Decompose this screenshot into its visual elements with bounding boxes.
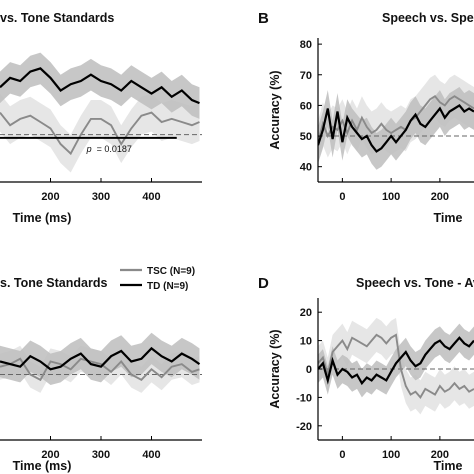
x-tick-label: 0 [339, 449, 345, 461]
x-tick-label: 400 [142, 449, 160, 461]
chart-title: s. Tone Standards [0, 276, 107, 290]
x-axis-label: Time [434, 459, 463, 473]
confidence-band [318, 87, 474, 170]
x-tick-label: 200 [431, 191, 449, 203]
series-line [0, 111, 200, 156]
p-symbol: p [86, 144, 92, 154]
chart-panel-1: p = 0.0187 200 300 400 Time (ms) vs. Tone Stan… [0, 11, 202, 225]
legend-entry: TD (N=9) [147, 281, 188, 292]
x-axis-label: Time [434, 211, 463, 225]
panel-letter: B [258, 10, 269, 27]
chart-title: vs. Tone Standards [0, 11, 114, 25]
series-line [318, 333, 474, 400]
x-tick-label: 200 [41, 191, 59, 203]
y-tick-label: 40 [300, 162, 312, 174]
plot-area [318, 317, 474, 415]
chart-panel-4: 0 100 200 -20 -10 0 10 20 Accuracy (%) Time Speech… [258, 275, 474, 473]
y-tick-label: 10 [300, 336, 312, 348]
confidence-band [318, 317, 474, 415]
x-axis-label: Time (ms) [13, 211, 72, 225]
chart-panel-2: 0 100 200 40 50 60 70 80 Accuracy (%) Time Speech … [258, 10, 474, 225]
legend-entry: TSC (N=9) [147, 266, 195, 277]
y-axis-label: Accuracy (%) [268, 70, 282, 149]
series-line [0, 67, 200, 105]
legend: TSC (N=9) TD (N=9) [120, 266, 195, 292]
series-line [0, 346, 201, 371]
p-value-label: p = 0.0187 [86, 144, 132, 154]
x-tick-label: 300 [92, 449, 110, 461]
y-tick-label: 80 [300, 39, 312, 51]
y-tick-label: 70 [300, 70, 312, 82]
plot-area [0, 52, 202, 173]
chart-panel-3: 200 300 400 Time (ms) s. Tone Standards TSC (… [0, 266, 202, 473]
y-tick-label: 50 [300, 131, 312, 143]
chart-title: Speech vs. Spe [382, 11, 474, 25]
y-tick-label: 60 [300, 100, 312, 112]
x-tick-label: 200 [431, 449, 449, 461]
x-axis-label: Time (ms) [13, 459, 72, 473]
x-tick-label: 200 [41, 449, 59, 461]
x-tick-label: 100 [382, 449, 400, 461]
plot-area [318, 74, 474, 170]
p-value: = 0.0187 [97, 144, 132, 154]
series-line [318, 103, 474, 153]
chart-title: Speech vs. Tone - Avera [356, 276, 474, 290]
y-tick-label: -10 [296, 392, 312, 404]
confidence-band [0, 332, 200, 385]
x-tick-label: 100 [382, 191, 400, 203]
series-line [0, 357, 200, 382]
series-line [318, 336, 474, 386]
confidence-band [318, 323, 474, 398]
y-axis-label: Accuracy (%) [268, 329, 282, 408]
panel-letter: D [258, 275, 269, 292]
confidence-band [0, 52, 200, 119]
x-tick-label: 0 [339, 191, 345, 203]
series-line [318, 94, 474, 143]
x-tick-label: 400 [142, 191, 160, 203]
y-tick-label: 0 [306, 364, 312, 376]
y-tick-label: -20 [296, 421, 312, 433]
y-tick-label: 20 [300, 307, 312, 319]
x-tick-label: 300 [92, 191, 110, 203]
plot-area [0, 332, 202, 393]
